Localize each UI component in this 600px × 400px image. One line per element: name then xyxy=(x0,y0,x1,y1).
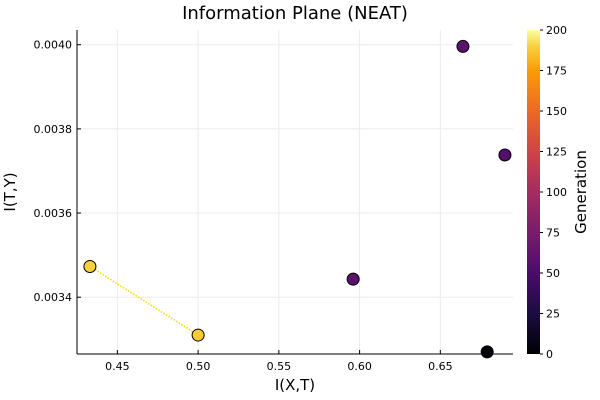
data-point xyxy=(456,39,470,53)
y-ticks: 0.0034 0.0036 0.0038 0.0040 xyxy=(34,39,81,304)
data-point xyxy=(83,259,97,273)
colorbar-tick-label: 0 xyxy=(546,348,553,361)
colorbar-ticks: 0 25 50 75 100 125 150 175 200 xyxy=(540,24,567,361)
x-tick-label: 0.55 xyxy=(267,360,292,373)
colorbar-tick-label: 50 xyxy=(546,267,560,280)
plot-area xyxy=(83,39,512,359)
data-point xyxy=(480,345,494,359)
colorbar-tick-label: 175 xyxy=(546,65,567,78)
x-tick-label: 0.45 xyxy=(105,360,130,373)
grid xyxy=(77,30,513,354)
x-ticks: 0.45 0.50 0.55 0.60 0.65 xyxy=(105,350,453,373)
x-tick-label: 0.60 xyxy=(347,360,372,373)
data-point xyxy=(498,148,512,162)
colorbar-label: Generation xyxy=(572,150,590,234)
connector-line xyxy=(89,265,199,336)
y-tick-label: 0.0036 xyxy=(34,207,73,220)
colorbar-tick-label: 100 xyxy=(546,186,567,199)
y-tick-label: 0.0038 xyxy=(34,123,73,136)
colorbar xyxy=(527,30,540,354)
colorbar-tick-label: 25 xyxy=(546,308,560,321)
x-tick-label: 0.50 xyxy=(186,360,211,373)
data-point xyxy=(346,272,360,286)
colorbar-tick-label: 200 xyxy=(546,24,567,37)
chart-title: Information Plane (NEAT) xyxy=(182,3,408,24)
x-axis-label: I(X,T) xyxy=(275,376,315,394)
data-point xyxy=(191,328,205,342)
colorbar-tick-label: 125 xyxy=(546,146,567,159)
y-tick-label: 0.0040 xyxy=(34,39,73,52)
y-axis-label: I(T,Y) xyxy=(1,172,19,211)
colorbar-tick-label: 150 xyxy=(546,105,567,118)
y-tick-label: 0.0034 xyxy=(34,291,73,304)
colorbar-tick-label: 75 xyxy=(546,227,560,240)
x-tick-label: 0.65 xyxy=(428,360,453,373)
